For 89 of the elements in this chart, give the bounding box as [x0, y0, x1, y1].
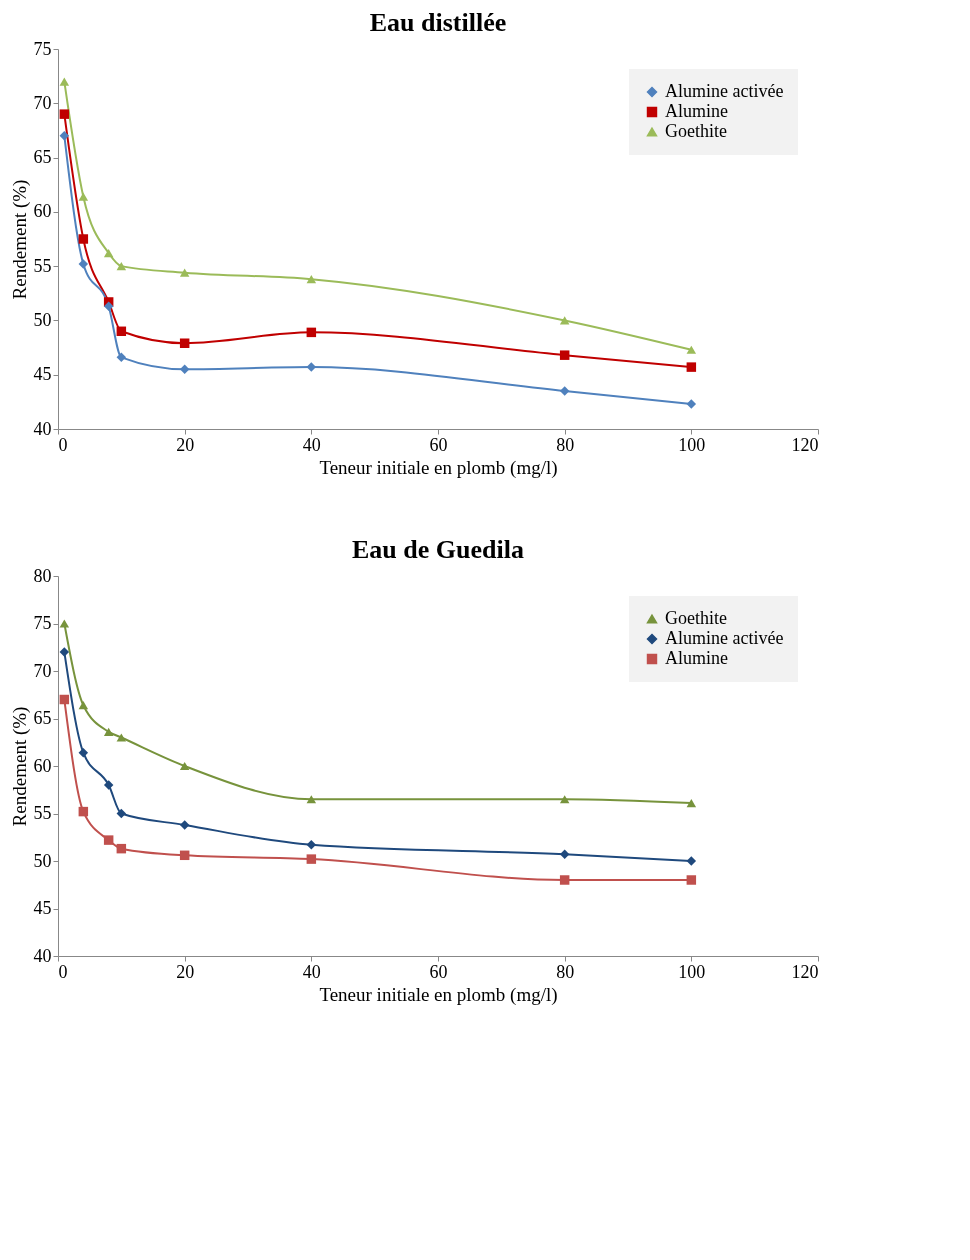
point	[179, 364, 190, 375]
y-tick-label: 70	[33, 660, 52, 681]
y-tick-label: 40	[33, 418, 52, 439]
point	[116, 733, 127, 742]
legend-label: Alumine	[665, 101, 728, 121]
point	[179, 761, 190, 771]
point	[559, 875, 570, 885]
point	[78, 701, 89, 710]
point	[686, 345, 697, 354]
point	[686, 362, 697, 372]
x-tick-label: 80	[556, 961, 575, 982]
point	[59, 131, 70, 141]
y-tick-label: 45	[33, 898, 52, 918]
x-tick-label: 40	[302, 434, 321, 455]
x-tick-label: 120	[791, 961, 819, 982]
point	[116, 843, 127, 854]
point	[686, 399, 697, 409]
y-axis-title: Rendement (%)	[8, 179, 31, 300]
x-tick-label: 60	[429, 961, 448, 982]
point	[686, 798, 697, 808]
point	[179, 268, 190, 277]
legend-label: Alumine activée	[665, 628, 784, 648]
point	[116, 808, 127, 819]
chart-title: Eau distillée	[369, 8, 507, 37]
point	[59, 619, 70, 628]
x-tick-label: 40	[302, 961, 321, 982]
x-tick-label: 20	[176, 961, 195, 982]
x-tick-label: 120	[791, 434, 819, 455]
point	[59, 77, 70, 86]
y-tick-label: 55	[33, 255, 52, 276]
y-tick-label: 50	[33, 309, 52, 330]
point	[179, 338, 190, 348]
x-tick-label: 100	[678, 961, 706, 982]
point	[103, 780, 114, 790]
point	[179, 820, 190, 830]
point	[78, 747, 89, 758]
y-tick-label: 60	[33, 755, 52, 776]
point	[306, 854, 317, 864]
point	[686, 875, 697, 885]
x-tick-label: 100	[678, 434, 706, 455]
point	[103, 301, 114, 312]
x-axis-title: Teneur initiale en plomb (mg/l)	[319, 456, 558, 479]
point	[103, 727, 114, 736]
point	[78, 806, 89, 817]
y-tick-label: 45	[33, 364, 52, 385]
point	[559, 316, 570, 325]
legend-label: Goethite	[665, 608, 727, 628]
point	[116, 352, 127, 363]
x-axis-title: Teneur initiale en plomb (mg/l)	[319, 983, 558, 1006]
point	[559, 350, 570, 360]
point	[306, 795, 317, 804]
y-tick-label: 50	[33, 850, 52, 871]
point	[59, 647, 70, 657]
point	[179, 850, 190, 861]
legend-label: Alumine activée	[665, 81, 784, 101]
point	[78, 259, 89, 269]
chart-title: Eau de Guedila	[352, 535, 524, 564]
point	[78, 234, 89, 244]
x-tick-label: 20	[176, 434, 195, 455]
point	[59, 109, 70, 119]
point	[103, 249, 114, 258]
y-tick-label: 60	[33, 201, 52, 222]
legend-label: Alumine	[665, 648, 728, 668]
point	[59, 694, 70, 705]
point	[559, 386, 570, 396]
point	[559, 795, 570, 804]
x-tick-label: 0	[58, 434, 68, 455]
y-tick-label: 65	[33, 147, 52, 168]
point	[306, 327, 317, 338]
x-tick-label: 80	[556, 434, 575, 455]
y-tick-label: 75	[33, 613, 52, 633]
y-tick-label: 55	[33, 803, 52, 823]
y-tick-label: 70	[33, 92, 52, 113]
y-tick-label: 80	[33, 565, 52, 586]
point	[559, 849, 570, 860]
point	[116, 326, 127, 337]
point	[686, 856, 697, 866]
point	[306, 275, 317, 284]
x-tick-label: 0	[58, 961, 68, 982]
y-tick-label: 75	[33, 38, 52, 59]
point	[306, 840, 317, 850]
legend-label: Goethite	[665, 121, 727, 141]
point	[103, 835, 114, 845]
y-axis-title: Rendement (%)	[8, 706, 31, 827]
y-tick-label: 65	[33, 708, 52, 728]
y-tick-label: 40	[33, 945, 52, 966]
point	[116, 262, 127, 271]
x-tick-label: 60	[429, 434, 448, 455]
point	[78, 192, 89, 201]
